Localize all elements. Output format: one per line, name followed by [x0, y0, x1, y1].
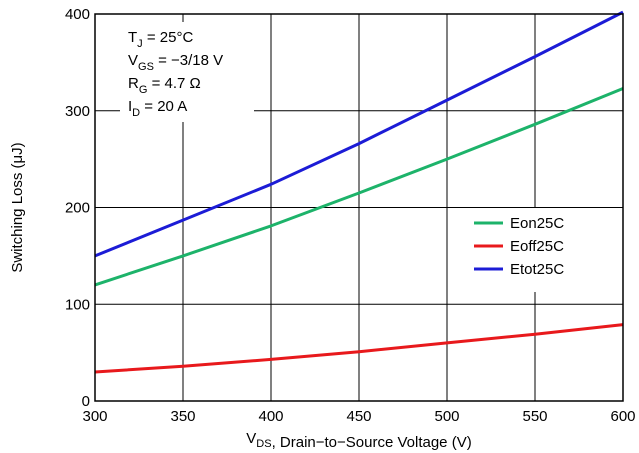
- annotation-line: ID = 20 A: [128, 98, 187, 119]
- x-tick-label: 400: [258, 408, 283, 425]
- x-axis-label: VDS, Drain−to−Source Voltage (V): [246, 430, 471, 451]
- legend-label: Etot25C: [510, 261, 564, 278]
- annotation-line: TJ = 25°C: [128, 29, 193, 50]
- series-line-eon25c: [94, 87, 624, 287]
- y-tick-label: 400: [65, 6, 90, 23]
- annotation-line: VGS = −3/18 V: [128, 52, 223, 73]
- plot-frame: [94, 13, 624, 402]
- legend-label: Eon25C: [510, 215, 564, 232]
- x-tick-label: 600: [610, 408, 635, 425]
- x-tick-label: 350: [170, 408, 195, 425]
- x-tick-label: 300: [82, 408, 107, 425]
- series-line-eoff25c: [94, 323, 624, 374]
- y-tick-label: 200: [65, 200, 90, 217]
- annotation-line: RG = 4.7 Ω: [128, 75, 201, 96]
- legend-label: Eoff25C: [510, 238, 564, 255]
- y-axis-label: Switching Loss (μJ): [9, 142, 26, 272]
- series-line-etot25c: [94, 10, 624, 258]
- annotation-box: [120, 22, 254, 122]
- x-tick-labels: 300 350 400 450 500 550 600: [82, 408, 635, 425]
- x-tick-label: 450: [346, 408, 371, 425]
- y-tick-label: 100: [65, 296, 90, 313]
- x-tick-label: 500: [434, 408, 459, 425]
- y-tick-labels: 0 100 200 300 400: [65, 6, 90, 410]
- series-lines: [94, 10, 624, 374]
- x-tick-label: 550: [522, 408, 547, 425]
- y-tick-label: 0: [82, 393, 90, 410]
- y-tick-label: 300: [65, 103, 90, 120]
- grid-lines: [95, 14, 623, 401]
- legend: Eon25C Eoff25C Etot25C: [474, 215, 564, 278]
